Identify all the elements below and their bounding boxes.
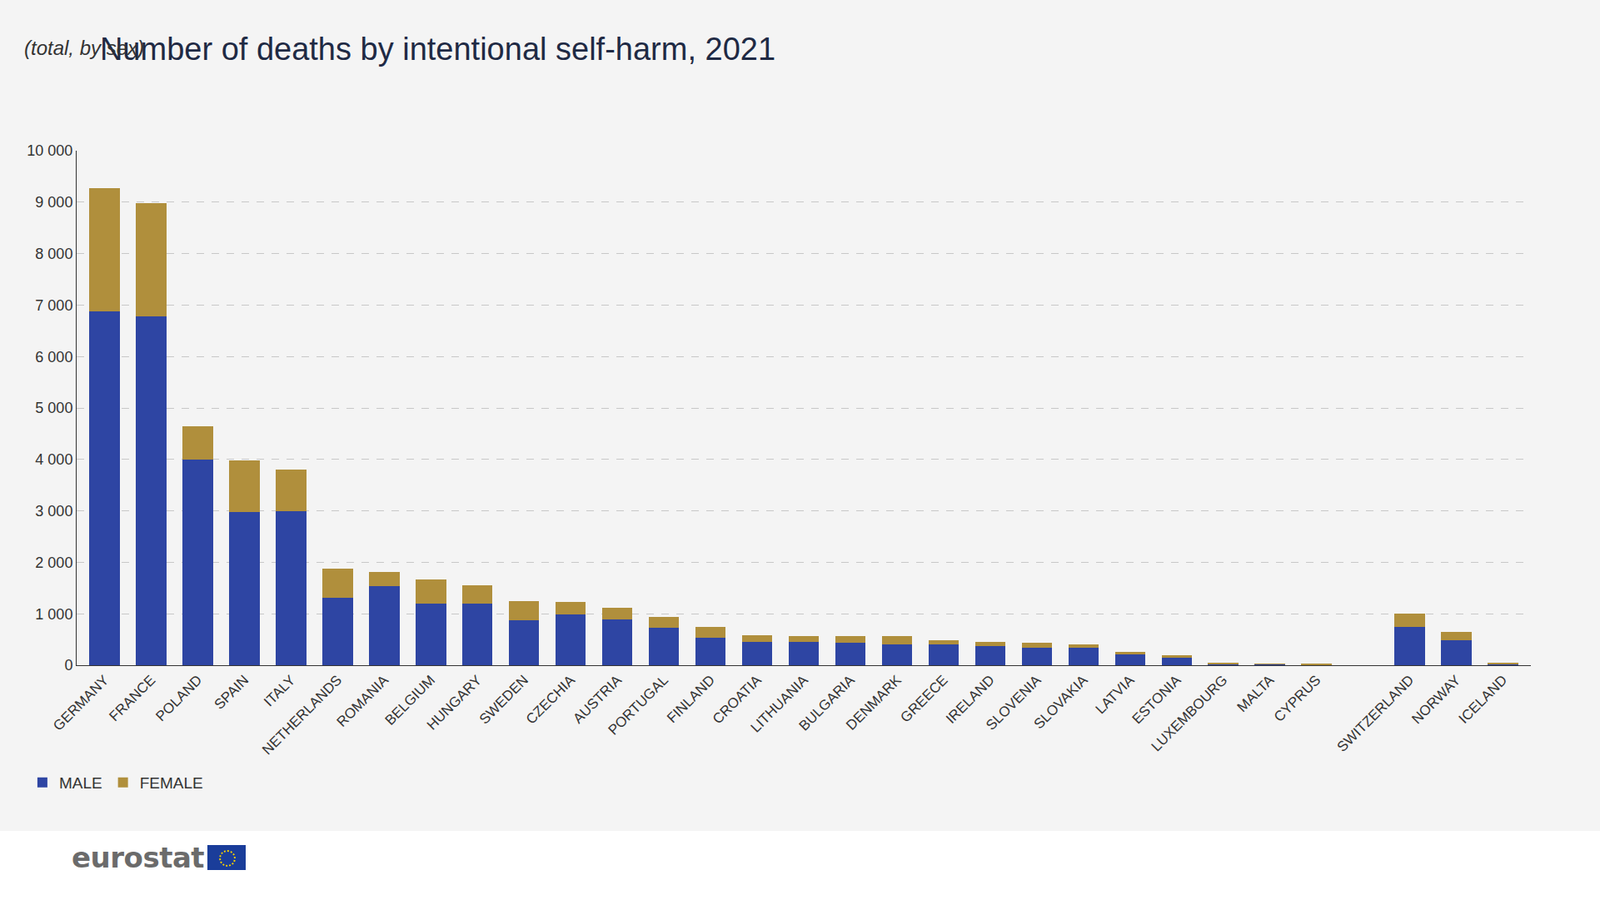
svg-text:POLAND: POLAND <box>152 672 205 725</box>
svg-text:LATVIA: LATVIA <box>1092 672 1138 718</box>
svg-text:BELGIUM: BELGIUM <box>382 672 439 729</box>
svg-text:SPAIN: SPAIN <box>211 672 253 713</box>
svg-text:BULGARIA: BULGARIA <box>796 672 859 735</box>
svg-text:DENMARK: DENMARK <box>842 672 905 734</box>
html-text:eurostat: eurostat <box>71 841 205 875</box>
svg-text:LITHUANIA: LITHUANIA <box>747 672 813 737</box>
svg-text:HUNGARY: HUNGARY <box>423 672 485 733</box>
svg-text:PORTUGAL: PORTUGAL <box>605 672 672 738</box>
svg-text:ICELAND: ICELAND <box>1455 672 1511 728</box>
svg-text:CYPRUS: CYPRUS <box>1271 672 1325 726</box>
svg-text:CZECHIA: CZECHIA <box>523 672 579 728</box>
svg-text:SWEDEN: SWEDEN <box>476 672 532 728</box>
svg-text:MALTA: MALTA <box>1234 672 1278 716</box>
svg-text:(total, by sex): (total, by sex) <box>24 36 145 60</box>
svg-text:NETHERLANDS: NETHERLANDS <box>259 672 345 758</box>
svg-text:NORWAY: NORWAY <box>1408 672 1464 728</box>
svg-text:9 000: 9 000 <box>34 194 73 211</box>
svg-text:AUSTRIA: AUSTRIA <box>569 672 625 728</box>
svg-text:GERMANY: GERMANY <box>49 672 112 734</box>
svg-text:Number of deaths by intentiona: Number of deaths by intentional self-har… <box>99 31 776 67</box>
svg-text:IRELAND: IRELAND <box>942 672 998 728</box>
svg-text:SLOVENIA: SLOVENIA <box>982 672 1045 734</box>
svg-text:4 000: 4 000 <box>34 451 73 469</box>
svg-text:FRANCE: FRANCE <box>106 672 160 725</box>
svg-text:MALE: MALE <box>59 774 103 793</box>
svg-text:10 000: 10 000 <box>26 142 73 160</box>
svg-text:FEMALE: FEMALE <box>139 774 204 793</box>
svg-text:SWITZERLAND: SWITZERLAND <box>1334 672 1418 756</box>
svg-text:CROATIA: CROATIA <box>709 672 765 728</box>
svg-text:SLOVAKIA: SLOVAKIA <box>1031 672 1092 733</box>
svg-text:1 000: 1 000 <box>34 606 73 624</box>
svg-text:LUXEMBOURG: LUXEMBOURG <box>1148 672 1232 755</box>
svg-text:ITALY: ITALY <box>260 672 299 710</box>
svg-text:GREECE: GREECE <box>897 672 952 726</box>
svg-text:8 000: 8 000 <box>34 245 73 263</box>
svg-text:0: 0 <box>64 657 73 674</box>
svg-text:2 000: 2 000 <box>34 554 73 572</box>
svg-text:3 000: 3 000 <box>34 503 73 520</box>
svg-text:ESTONIA: ESTONIA <box>1129 672 1185 728</box>
svg-text:FINLAND: FINLAND <box>663 672 718 727</box>
svg-text:6 000: 6 000 <box>34 348 73 366</box>
svg-text:5 000: 5 000 <box>34 399 73 417</box>
svg-text:ROMANIA: ROMANIA <box>333 672 393 731</box>
svg-text:7 000: 7 000 <box>34 297 73 315</box>
